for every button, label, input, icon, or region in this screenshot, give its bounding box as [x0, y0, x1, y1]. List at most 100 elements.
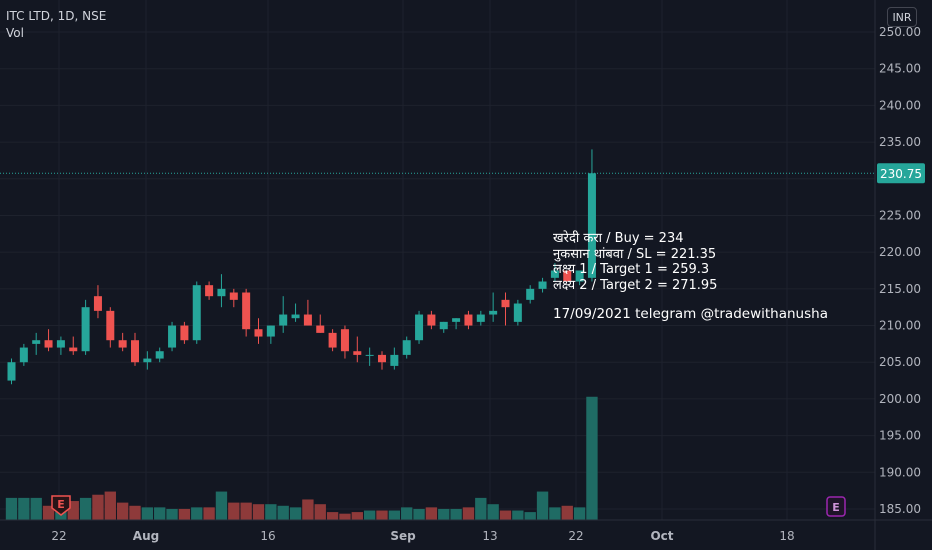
candle-body: [365, 354, 374, 356]
time-tick-label: 16: [260, 529, 275, 543]
volume-bar: [265, 504, 277, 520]
candle-body: [168, 325, 177, 348]
price-tick-label: 215.00: [879, 282, 921, 296]
volume-bar: [289, 507, 302, 520]
candle-body: [538, 281, 547, 289]
candle-body: [81, 307, 90, 352]
candle-body: [279, 314, 288, 326]
candle-body: [106, 310, 115, 341]
annotation-line: लक्ष्य 2 / Target 2 = 271.95: [553, 277, 718, 293]
volume-bar: [215, 491, 228, 520]
volume-bar: [462, 507, 475, 520]
candle-body: [155, 351, 164, 359]
candle-body: [118, 340, 127, 348]
time-tick-label: 22: [51, 529, 66, 543]
candle-body: [489, 310, 498, 315]
volume-bar: [586, 396, 598, 520]
candle-body: [476, 314, 485, 322]
candlesticks: [7, 149, 596, 385]
volume-bar: [203, 507, 215, 520]
candle-body: [217, 288, 226, 297]
volume-bar: [79, 497, 92, 520]
volume-bar: [240, 502, 252, 520]
volume-bar: [536, 491, 549, 520]
volume-bar: [154, 507, 166, 520]
candle-body: [550, 270, 559, 278]
price-tick-label: 225.00: [879, 208, 921, 222]
currency-button[interactable]: INR: [887, 7, 917, 27]
candle-body: [340, 329, 349, 352]
volume-bar: [401, 507, 413, 520]
time-tick-label: Aug: [133, 529, 159, 543]
candle-body: [254, 329, 263, 337]
volume-bar: [425, 507, 438, 520]
volume-bar: [178, 508, 191, 520]
volume-bar: [363, 510, 376, 520]
candle-body: [390, 354, 399, 366]
volume-bar: [450, 508, 462, 520]
candle-body: [32, 340, 41, 344]
candle-body: [205, 285, 214, 297]
candle-body: [464, 314, 473, 326]
volume-bar: [438, 508, 450, 520]
time-tick-label: Sep: [390, 529, 416, 543]
price-axis[interactable]: 250.00245.00240.00235.00230.00225.00220.…: [874, 0, 925, 550]
candle-body: [266, 325, 275, 337]
time-tick-label: 13: [482, 529, 497, 543]
volume-bar: [314, 504, 326, 520]
candle-body: [242, 292, 251, 330]
price-tick-label: 195.00: [879, 429, 921, 443]
volume-bar: [413, 508, 425, 520]
time-axis[interactable]: 22 Aug 16 Sep 13 22 Oct 18: [0, 519, 932, 543]
volume-bar: [512, 510, 524, 520]
volume-bar: [561, 505, 573, 520]
volume-bar: [92, 494, 104, 520]
candle-body: [353, 351, 362, 355]
candle-body: [501, 299, 510, 308]
candle-body: [587, 173, 596, 278]
candle-body: [328, 332, 337, 348]
volume-bar: [141, 507, 154, 520]
price-tick-label: 205.00: [879, 355, 921, 369]
volume-bar: [277, 505, 289, 520]
volume-bar: [42, 505, 55, 520]
volume-bar: [252, 504, 265, 520]
candle-body: [402, 340, 411, 355]
volume-bar: [388, 510, 401, 520]
candle-body: [229, 292, 238, 300]
time-tick-label: 18: [779, 529, 794, 543]
volume-bar: [524, 512, 536, 520]
symbol-title[interactable]: ITC LTD, 1D, NSE: [6, 9, 107, 23]
annotation-line: लक्ष्य 1 / Target 1 = 259.3: [553, 262, 710, 277]
candle-body: [378, 354, 386, 363]
candle-body: [56, 340, 65, 348]
volume-bar: [104, 491, 116, 520]
price-tick-label: 250.00: [879, 25, 921, 39]
volume-bar: [351, 512, 363, 520]
candle-body: [303, 314, 312, 326]
annotation-line: खरेदी करा / Buy = 234: [553, 231, 684, 246]
trade-annotation[interactable]: खरेदी करा / Buy = 234 नुकसान थांबवा / SL…: [553, 231, 828, 323]
earnings-icon[interactable]: [51, 495, 71, 516]
volume-bar: [475, 497, 487, 520]
candle-body: [427, 314, 436, 326]
price-tick-label: 220.00: [879, 245, 921, 259]
candle-body: [575, 270, 584, 282]
price-tick-label: 235.00: [879, 135, 921, 149]
volume-bar: [573, 507, 586, 520]
volume-label[interactable]: Vol: [6, 26, 24, 40]
candle-body: [415, 314, 424, 341]
last-price-badge: [877, 163, 925, 184]
price-tick-label: 240.00: [879, 98, 921, 112]
time-tick-label: 22: [568, 529, 583, 543]
volume-bar: [339, 513, 351, 520]
volume-bar: [326, 512, 339, 520]
candle-body: [69, 347, 78, 352]
annotation-line: नुकसान थांबवा / SL = 221.35: [553, 246, 717, 262]
earnings-icon[interactable]: [826, 496, 846, 517]
volume-bar: [5, 497, 18, 520]
volume-bar: [166, 508, 178, 520]
volume-bar: [499, 510, 512, 520]
